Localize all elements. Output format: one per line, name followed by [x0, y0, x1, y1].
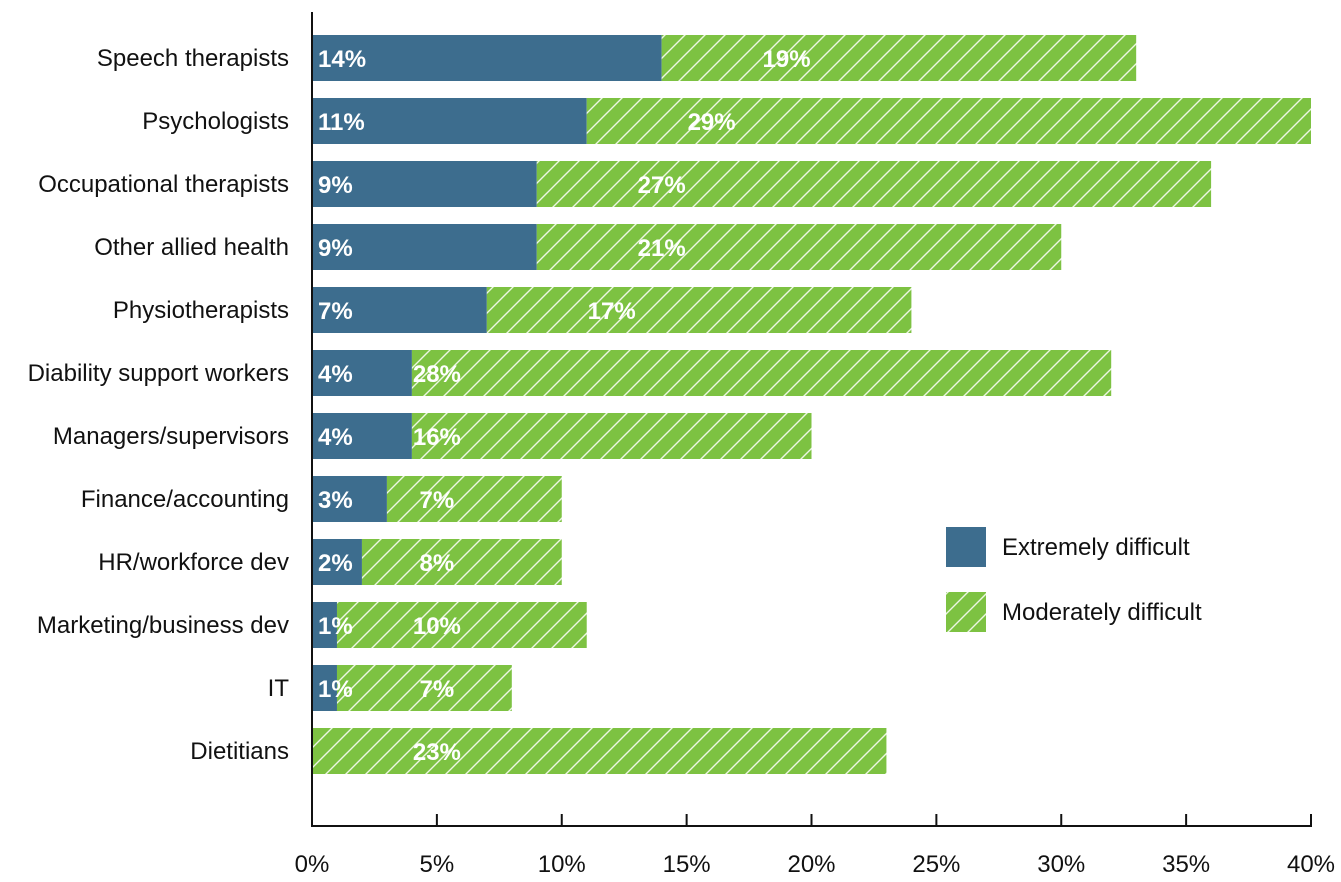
- bar-moderately-difficult: [411, 413, 812, 459]
- x-tick-label: 40%: [1287, 851, 1335, 878]
- data-label-extremely-difficult: 1%: [318, 613, 353, 640]
- data-label-moderately-difficult: 27%: [638, 172, 686, 199]
- data-label-moderately-difficult: 19%: [763, 46, 811, 73]
- x-tick-label: 20%: [787, 851, 835, 878]
- data-label-moderately-difficult: 29%: [688, 109, 736, 136]
- x-tick-label: 10%: [538, 851, 586, 878]
- data-label-extremely-difficult: 7%: [318, 298, 353, 325]
- bar-moderately-difficult: [386, 476, 562, 522]
- bar-moderately-difficult: [336, 602, 587, 648]
- bar-extremely-difficult: [312, 602, 337, 648]
- data-label-moderately-difficult: 23%: [413, 739, 461, 766]
- bar-moderately-difficult: [536, 224, 1062, 270]
- bar-extremely-difficult: [312, 539, 362, 585]
- data-label-moderately-difficult: 10%: [413, 613, 461, 640]
- bar-moderately-difficult: [336, 665, 512, 711]
- category-label: Marketing/business dev: [37, 612, 289, 639]
- legend-swatch-extremely-difficult: [946, 527, 986, 567]
- bar-moderately-difficult: [361, 539, 562, 585]
- legend-label-moderately-difficult: Moderately difficult: [1002, 599, 1202, 626]
- category-labels: Speech therapists Psychologists Occupation…: [28, 45, 290, 765]
- bar-extremely-difficult: [312, 476, 387, 522]
- data-label-extremely-difficult: 4%: [318, 361, 353, 388]
- data-label-moderately-difficult: 8%: [420, 550, 455, 577]
- legend-label-extremely-difficult: Extremely difficult: [1002, 534, 1190, 561]
- bar-moderately-difficult: [486, 287, 912, 333]
- category-label: HR/workforce dev: [98, 549, 289, 576]
- bar-extremely-difficult: [312, 98, 587, 144]
- bar-extremely-difficult: [312, 161, 537, 207]
- data-label-extremely-difficult: 4%: [318, 424, 353, 451]
- x-axis-ticks: 0% 5% 10% 15% 20% 25% 30% 35% 40%: [295, 814, 1335, 878]
- x-tick-label: 15%: [663, 851, 711, 878]
- legend-swatch-moderately-difficult: [946, 592, 986, 632]
- category-label: Diability support workers: [28, 360, 289, 387]
- category-label: Occupational therapists: [38, 171, 289, 198]
- data-label-moderately-difficult: 7%: [420, 676, 455, 703]
- category-label: Managers/supervisors: [53, 423, 289, 450]
- bar-extremely-difficult: [312, 35, 662, 81]
- data-label-moderately-difficult: 16%: [413, 424, 461, 451]
- data-label-moderately-difficult: 7%: [420, 487, 455, 514]
- bar-moderately-difficult: [312, 728, 887, 774]
- bar-extremely-difficult: [312, 350, 412, 396]
- data-label-extremely-difficult: 14%: [318, 46, 366, 73]
- x-tick-label: 25%: [912, 851, 960, 878]
- category-label: Speech therapists: [97, 45, 289, 72]
- bar-moderately-difficult: [536, 161, 1212, 207]
- x-tick-label: 35%: [1162, 851, 1210, 878]
- category-label: IT: [268, 675, 290, 702]
- data-label-moderately-difficult: 21%: [638, 235, 686, 262]
- category-label: Dietitians: [190, 738, 289, 765]
- category-label: Psychologists: [142, 108, 289, 135]
- data-label-extremely-difficult: 3%: [318, 487, 353, 514]
- category-label: Other allied health: [94, 234, 289, 261]
- x-tick-label: 30%: [1037, 851, 1085, 878]
- data-label-extremely-difficult: 1%: [318, 676, 353, 703]
- data-label-extremely-difficult: 9%: [318, 172, 353, 199]
- bar-extremely-difficult: [312, 287, 487, 333]
- bar-moderately-difficult: [661, 35, 1137, 81]
- x-tick-label: 5%: [420, 851, 455, 878]
- data-label-extremely-difficult: 9%: [318, 235, 353, 262]
- data-label-extremely-difficult: 2%: [318, 550, 353, 577]
- bar-moderately-difficult: [586, 98, 1311, 144]
- category-label: Finance/accounting: [81, 486, 289, 513]
- bar-extremely-difficult: [312, 665, 337, 711]
- x-tick-label: 0%: [295, 851, 330, 878]
- data-label-moderately-difficult: 28%: [413, 361, 461, 388]
- data-label-moderately-difficult: 17%: [588, 298, 636, 325]
- category-label: Physiotherapists: [113, 297, 289, 324]
- bars-group: 14% 19% 11% 29% 9% 27% 9% 21% 7% 17% 4% 28% 4% 16% 3% 7…: [312, 35, 1311, 774]
- data-label-extremely-difficult: 11%: [318, 109, 365, 136]
- bar-extremely-difficult: [312, 224, 537, 270]
- bar-moderately-difficult: [411, 350, 1112, 396]
- bar-extremely-difficult: [312, 413, 412, 459]
- legend: Extremely difficult Moderately difficult: [946, 527, 1202, 632]
